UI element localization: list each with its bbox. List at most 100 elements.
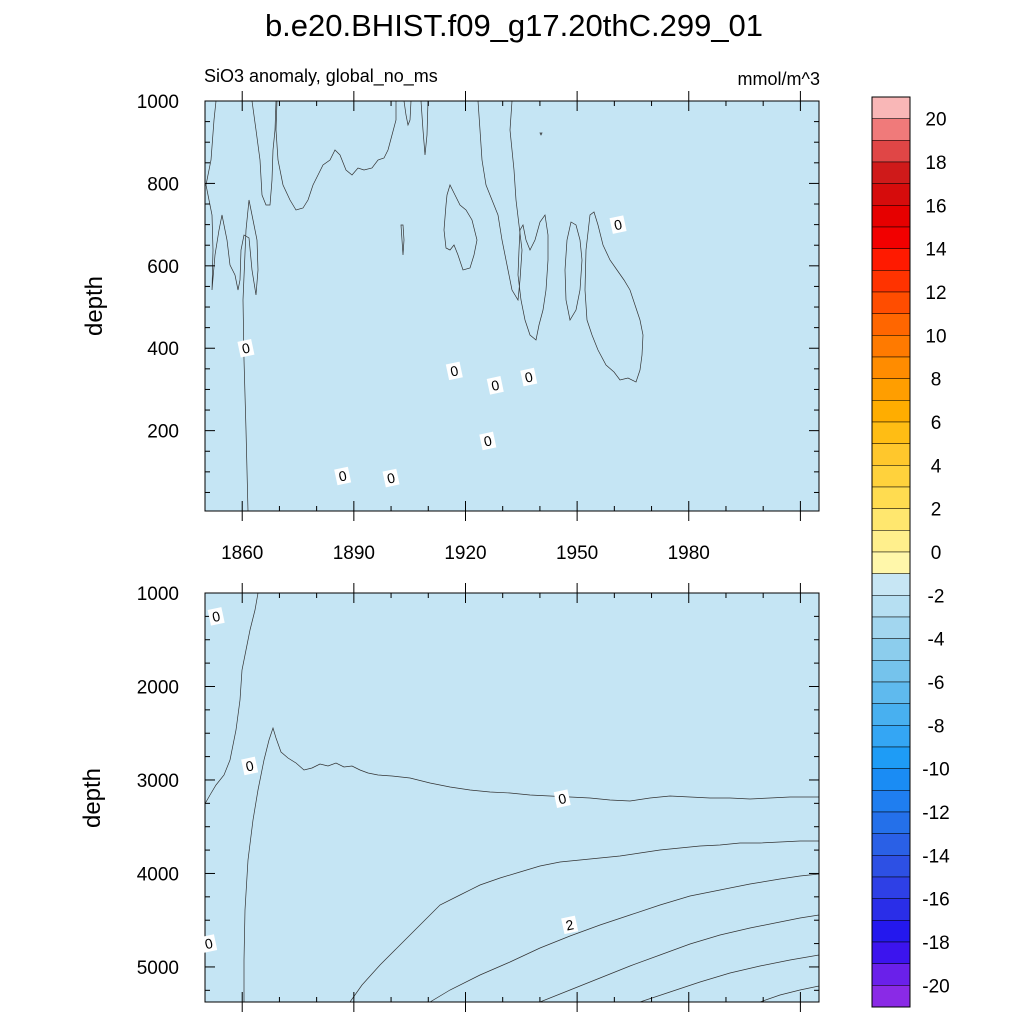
contour-label: 0 (334, 466, 352, 486)
colorbar-swatch (871, 833, 911, 856)
colorbar-label: 12 (925, 283, 946, 304)
y-tick-label: 1000 (137, 92, 179, 113)
colorbar-label: -18 (922, 933, 949, 954)
lower-positive-region (205, 593, 259, 804)
y-tick-label: 400 (147, 339, 179, 360)
colorbar-swatch (871, 725, 911, 748)
y-tick-label: 5000 (137, 958, 179, 979)
contour-label-text: 0 (482, 432, 493, 449)
colorbar-swatch (871, 703, 911, 726)
contour-label-background (609, 215, 627, 234)
contour-label-text: 0 (337, 467, 348, 484)
colorbar-label: -16 (922, 890, 949, 911)
colorbar-label: -10 (922, 760, 949, 781)
contour-label: 0 (479, 431, 497, 451)
contour-label: 0 (486, 376, 504, 395)
colorbar-swatch (871, 660, 911, 683)
lower-level-2 (429, 873, 819, 1002)
colorbar-swatch (871, 898, 911, 921)
contour-label: 2 (561, 915, 579, 935)
colorbar-label: 4 (931, 456, 942, 477)
colorbar-swatch (871, 985, 911, 1008)
x-tick-label: 1890 (333, 543, 375, 564)
contour-label-background (241, 756, 259, 776)
y-tick-label: 3000 (137, 771, 179, 792)
colorbar-label: -2 (928, 586, 945, 607)
colorbar-swatch (871, 313, 911, 336)
contour-label: 0 (207, 607, 225, 626)
contour-label-text: 0 (449, 362, 460, 379)
contour-label: 0 (382, 468, 400, 488)
colorbar-swatch (871, 681, 911, 704)
upper-positive-region (443, 184, 478, 271)
contour-label-background (520, 367, 538, 387)
contour-label-text: 0 (523, 368, 534, 385)
colorbar-swatch (871, 183, 911, 206)
colorbar-label: 18 (925, 153, 946, 174)
contour-label-text: 2 (564, 916, 575, 933)
x-tick-label: 1920 (444, 543, 486, 564)
colorbar-label: 8 (931, 370, 942, 391)
contour-label-background (334, 466, 352, 486)
colorbar-swatch (871, 378, 911, 401)
colorbar-swatch (871, 356, 911, 379)
colorbar-swatch (871, 595, 911, 618)
x-tick-label: 1950 (556, 543, 598, 564)
lower-level-4 (639, 954, 819, 1002)
upper-positive-region (251, 101, 277, 206)
colorbar-swatch (871, 963, 911, 986)
colorbar-swatch (871, 616, 911, 639)
colorbar-label: 14 (925, 240, 947, 261)
colorbar-swatch (871, 768, 911, 791)
contour-label-text: 0 (203, 935, 214, 952)
colorbar-swatch (871, 335, 911, 358)
x-tick-label: 1860 (221, 543, 263, 564)
upper-positive-region (477, 101, 523, 302)
colorbar-swatch (871, 573, 911, 596)
upper-positive-region (400, 224, 405, 256)
contour-label: 0 (200, 934, 218, 953)
upper-positive-region (517, 214, 549, 341)
colorbar-label: 16 (925, 196, 946, 217)
x-tick-label: 1980 (668, 543, 710, 564)
upper-contour-labels: 0 0 0 0 0 0 0 0 (237, 215, 627, 488)
lower-panel: 1000 2000 3000 4000 5000 0 0 0 2 0 depth (79, 583, 820, 1012)
contour-label: 0 (237, 338, 255, 358)
contour-label: 0 (241, 756, 259, 776)
colorbar-swatch (871, 551, 911, 574)
upper-positive-region (420, 101, 429, 156)
contour-label-text: 0 (613, 216, 624, 233)
contour-label-background (445, 361, 463, 381)
chart-units: mmol/m^3 (738, 69, 820, 89)
contour-label-background (486, 376, 504, 395)
lower-x-axis (241, 583, 801, 1012)
colorbar-swatch (871, 161, 911, 184)
chart-subtitle-left: SiO3 anomaly, global_no_ms (204, 66, 438, 87)
upper-positive-region (275, 101, 397, 211)
upper-x-axis: 1860 1890 1920 1950 1980 (221, 91, 801, 564)
colorbar-swatch (871, 270, 911, 293)
colorbar-swatch (871, 855, 911, 878)
colorbar-label: -20 (922, 976, 949, 997)
colorbar-swatch (871, 811, 911, 834)
colorbar-label: -6 (928, 673, 945, 694)
contour-label-text: 0 (211, 608, 222, 625)
lower-background (205, 593, 819, 1002)
colorbar-swatch (871, 291, 911, 314)
contour-label-background (237, 338, 255, 358)
lower-positive-region (243, 726, 819, 1002)
contour-label-background (382, 468, 400, 488)
colorbar-swatch (871, 248, 911, 271)
lower-y-axis-label: depth (79, 768, 106, 828)
upper-positive-region (539, 132, 543, 136)
colorbar-swatch (871, 421, 911, 444)
colorbar-swatch (871, 941, 911, 964)
contour-label-background (207, 607, 225, 626)
lower-level-3 (539, 914, 819, 1002)
contour-label-background (553, 789, 571, 808)
upper-y-axis: 200 400 600 800 1000 (137, 92, 819, 493)
colorbar-label: -4 (928, 630, 945, 651)
colorbar-swatch (871, 205, 911, 228)
